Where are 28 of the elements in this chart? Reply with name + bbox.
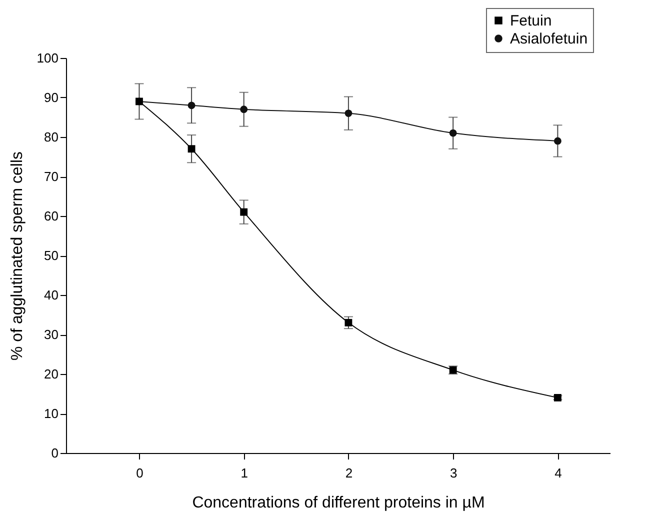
x-tick-label: 3 xyxy=(450,466,458,480)
y-tick-label: 0 xyxy=(51,446,58,460)
y-tick-label: 20 xyxy=(44,366,58,382)
point xyxy=(554,137,562,145)
legend-label: Asialofetuin xyxy=(510,30,588,48)
point xyxy=(449,129,457,137)
point xyxy=(188,102,196,110)
point xyxy=(240,208,248,216)
point xyxy=(344,318,352,326)
y-tick-label: 60 xyxy=(44,208,58,224)
point xyxy=(188,145,196,153)
y-tick-label: 90 xyxy=(44,90,58,105)
y-tick-label: 100 xyxy=(36,50,58,66)
x-tick-label: 0 xyxy=(136,466,144,480)
point xyxy=(344,110,352,117)
y-tick-label: 40 xyxy=(44,288,58,302)
y-tick-label: 80 xyxy=(44,130,58,144)
y-tick-label: 50 xyxy=(44,248,58,263)
y-tick-label: 10 xyxy=(44,406,58,421)
x-axis-title: Concentrations of different proteins in µM xyxy=(192,494,485,512)
x-tick-label: 1 xyxy=(240,466,248,480)
legend-label: Fetuin xyxy=(510,12,552,30)
y-tick-label: 30 xyxy=(44,327,58,342)
point xyxy=(240,106,248,114)
x-tick-label: 2 xyxy=(345,466,353,480)
x-tick-label: 4 xyxy=(554,466,562,480)
y-axis-title: % of agglutinated sperm cells xyxy=(8,152,26,360)
y-tick-label: 70 xyxy=(44,169,58,184)
